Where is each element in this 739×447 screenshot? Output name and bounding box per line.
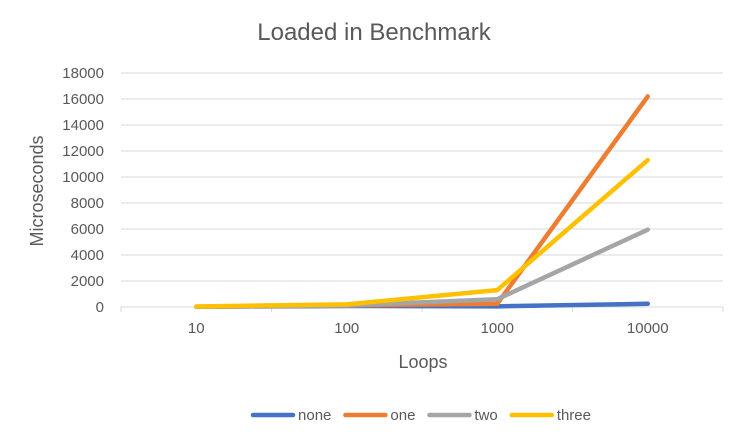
legend-label: one xyxy=(390,407,415,424)
x-tick-label: 1000 xyxy=(481,320,514,337)
x-axis-label: Loops xyxy=(398,352,447,372)
x-tick-label: 10000 xyxy=(627,320,669,337)
y-tick-label: 18000 xyxy=(62,65,104,82)
legend: none one two three xyxy=(250,407,591,424)
y-tick-labels: 0 2000 4000 6000 8000 10000 12000 14000 16000 180… xyxy=(62,65,104,316)
legend-item-two: two xyxy=(427,407,498,424)
y-tick-label: 16000 xyxy=(62,91,104,108)
y-tick-label: 6000 xyxy=(71,221,104,238)
x-tick-label: 10 xyxy=(188,320,205,337)
x-tick-label: 100 xyxy=(334,320,359,337)
y-tick-label: 12000 xyxy=(62,143,104,160)
x-tick-labels: 10 100 1000 10000 xyxy=(188,320,669,337)
series-line-one xyxy=(194,94,650,309)
legend-item-none: none xyxy=(250,407,331,424)
y-tick-label: 4000 xyxy=(71,247,104,264)
y-tick-label: 2000 xyxy=(71,273,104,290)
legend-item-three: three xyxy=(509,407,591,424)
gridlines xyxy=(121,72,723,282)
y-tick-label: 10000 xyxy=(62,169,104,186)
legend-label: two xyxy=(474,407,497,424)
legend-label: none xyxy=(298,407,331,424)
y-tick-label: 0 xyxy=(96,299,104,316)
legend-item-one: one xyxy=(343,407,415,424)
series-line-three xyxy=(194,157,650,309)
y-tick-label: 8000 xyxy=(71,195,104,212)
legend-label: three xyxy=(557,407,591,424)
y-axis-label: Microseconds xyxy=(27,135,47,246)
y-tick-label: 14000 xyxy=(62,117,104,134)
series-lines xyxy=(194,94,650,309)
chart-title: Loaded in Benchmark xyxy=(257,19,491,46)
